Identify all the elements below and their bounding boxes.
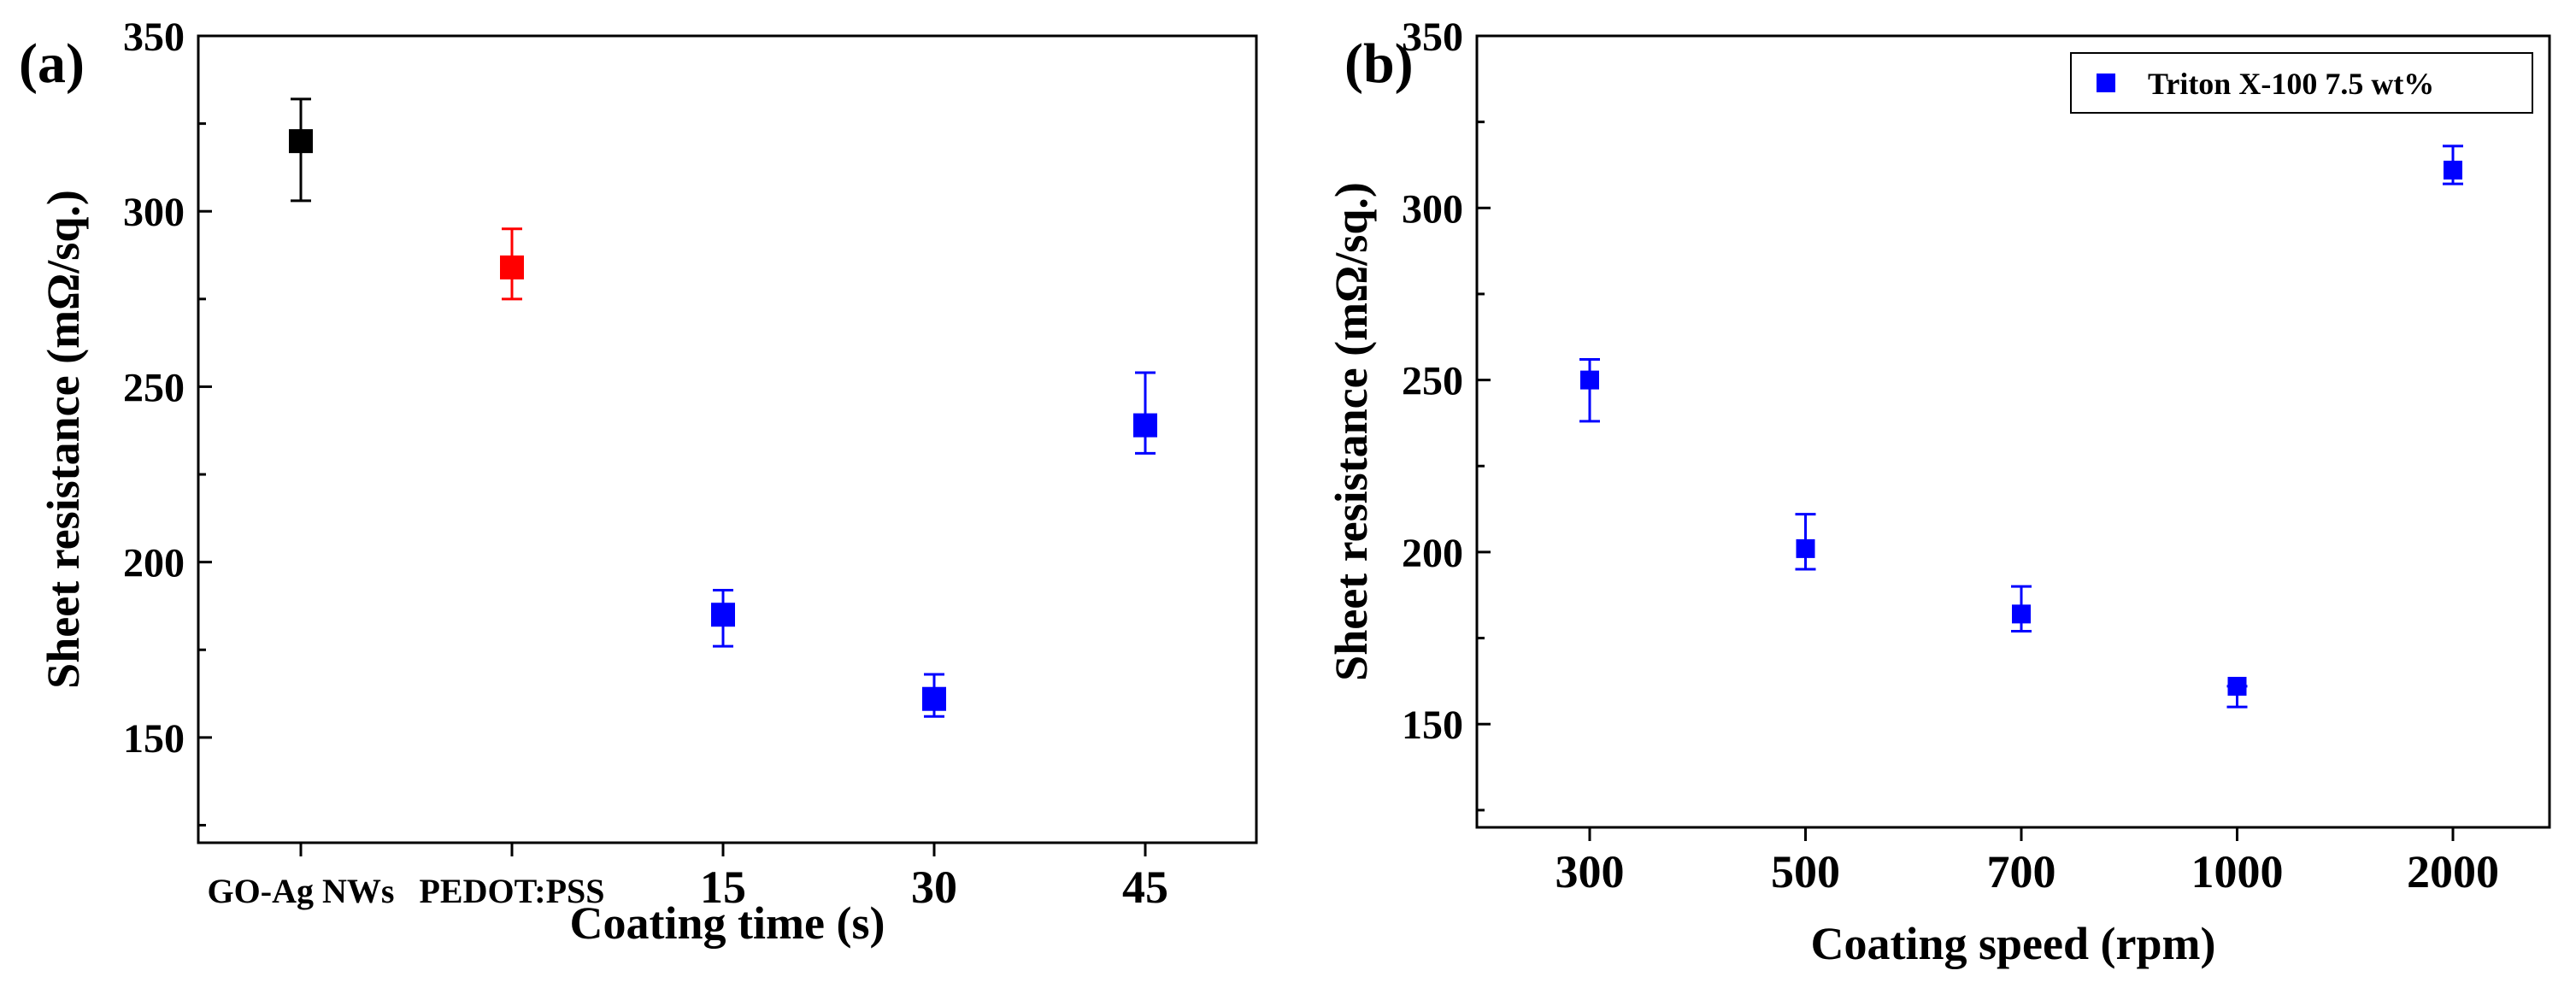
plot-frame <box>197 34 1258 844</box>
x-tick-label: 1000 <box>2191 846 2284 897</box>
panel-label: (a) <box>19 32 85 95</box>
y-tick-label: 300 <box>123 190 185 235</box>
x-tick-label: GO-Ag NWs <box>208 872 395 910</box>
x-tick-label: 700 <box>1987 846 2056 897</box>
legend-marker <box>2097 74 2115 92</box>
x-axis-title: Coating speed (rpm) <box>1811 918 2216 969</box>
x-tick-label: 45 <box>1122 862 1168 913</box>
data-point <box>289 129 313 154</box>
x-tick-label: 15 <box>700 862 746 913</box>
chart-a-svg: 150 200 250 300 350 GO-Ag NWs PEDOT:PSS 15 30 45 C… <box>19 15 1258 949</box>
plot-frame <box>1475 34 2551 829</box>
x-tick-label: 500 <box>1771 846 1840 897</box>
data-point <box>2227 676 2247 696</box>
panel-label: (b) <box>1344 32 1414 95</box>
y-axis-title: Sheet resistance (mΩ/sq.) <box>38 190 89 689</box>
y-tick-label: 250 <box>123 365 185 410</box>
data-point <box>2444 161 2462 180</box>
data-point <box>711 603 735 627</box>
y-tick-label: 300 <box>1402 186 1463 232</box>
chart-b-svg: 150 200 250 300 350 300 500 700 1000 2000 Coating … <box>1326 15 2551 969</box>
legend-label: Triton X-100 7.5 wt% <box>2148 67 2434 101</box>
y-axis-title: Sheet resistance (mΩ/sq.) <box>1326 182 1377 681</box>
legend-box <box>2070 52 2533 114</box>
x-tick-label: 2000 <box>2407 846 2499 897</box>
y-tick-label: 150 <box>123 716 185 762</box>
data-point <box>1796 538 1815 558</box>
data-point <box>2012 604 2031 624</box>
chart-panel-b: 150 200 250 300 350 300 500 700 1000 2000 Coating … <box>1288 0 2576 1000</box>
y-tick-label: 350 <box>123 15 185 60</box>
y-tick-label: 350 <box>1402 15 1463 60</box>
x-axis-title: Coating time (s) <box>570 897 885 949</box>
y-tick-label: 150 <box>1402 703 1463 748</box>
y-tick-label: 200 <box>1402 531 1463 576</box>
chart-panel-a: 150 200 250 300 350 GO-Ag NWs PEDOT:PSS 15 30 45 C… <box>19 15 1258 949</box>
y-tick-label: 200 <box>123 541 185 586</box>
x-tick-label: 300 <box>1556 846 1625 897</box>
data-point <box>500 255 524 279</box>
y-tick-label: 250 <box>1402 359 1463 404</box>
data-point <box>1580 370 1599 390</box>
data-point <box>1133 413 1157 438</box>
x-tick-label: 30 <box>911 862 957 913</box>
data-point <box>922 686 946 711</box>
x-tick-label: PEDOT:PSS <box>419 872 604 910</box>
